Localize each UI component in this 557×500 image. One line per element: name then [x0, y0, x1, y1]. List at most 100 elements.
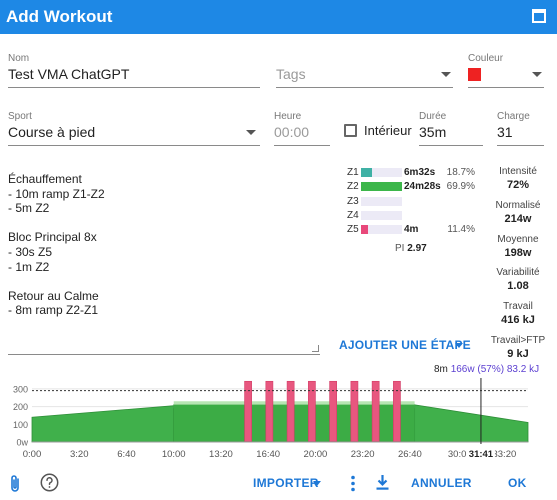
sport-underline — [8, 145, 260, 146]
description-textarea[interactable]: Échauffement - 10m ramp Z1-Z2- 5m Z2 Bloc … — [8, 172, 320, 355]
x-tick-label: 23:20 — [351, 449, 375, 460]
cancel-button[interactable]: ANNULER — [411, 476, 472, 490]
more-vert-icon[interactable] — [350, 475, 356, 492]
metric: Travail>FTP 9 kJ — [484, 335, 552, 369]
dialog-title: Add Workout — [6, 7, 113, 26]
zone-percent: 11.4% — [447, 224, 475, 236]
description-line: - 5m Z2 — [8, 201, 50, 216]
x-tick-label: 20:00 — [304, 449, 328, 460]
help-icon[interactable] — [40, 473, 59, 492]
x-tick-label: 30:0 — [448, 449, 467, 460]
metric-value: 9 kJ — [507, 347, 529, 360]
zone-track — [361, 225, 402, 235]
metric-label: Travail>FTP — [490, 334, 546, 346]
description-line: Bloc Principal 8x — [8, 230, 97, 245]
add-step-caret-icon[interactable] — [455, 343, 463, 348]
download-icon[interactable] — [375, 474, 390, 491]
color-underline — [468, 87, 544, 88]
metric-value: 1.08 — [507, 280, 529, 293]
x-tick-label: 3:20 — [70, 449, 89, 460]
tags-input[interactable]: Tags — [276, 66, 306, 82]
duration-input[interactable]: 35m — [419, 124, 447, 140]
name-label: Nom — [8, 53, 30, 64]
description-line: - 10m ramp Z1-Z2 — [8, 186, 105, 201]
zone-name: Z2 — [347, 181, 359, 193]
time-underline — [274, 145, 330, 146]
metric: Travail 416 kJ — [484, 301, 552, 335]
selection-info: 8m 166w (57%) 83.2 kJ — [434, 364, 539, 375]
tags-dropdown-icon[interactable] — [441, 72, 451, 77]
maximize-icon[interactable] — [532, 9, 546, 23]
bottom-bar: IMPORTER ANNULER OK — [0, 466, 557, 500]
metric-value: 72% — [506, 179, 530, 191]
y-tick-label: 100 — [13, 420, 28, 430]
load-label: Charge — [497, 111, 530, 122]
metric-value: 214w — [504, 212, 532, 225]
zone-name: Z4 — [347, 209, 359, 221]
title-bar: Add Workout — [0, 0, 557, 34]
load-input[interactable]: 31 — [497, 124, 513, 140]
zone-percent: 18.7% — [446, 167, 475, 178]
tags-underline — [276, 87, 453, 88]
x-tick-label: 10:00 — [162, 449, 186, 460]
pi-readout: PI 2.97 — [395, 243, 427, 254]
zone-time: 6m32s — [404, 167, 436, 178]
workout-segment — [414, 404, 529, 443]
metrics-panel: Intensité 72% Normalisé 214w Moyenne 198w Vari… — [484, 166, 552, 369]
time-input[interactable]: 00:00 — [274, 124, 310, 140]
metric: Variabilité 1.08 — [484, 267, 552, 301]
time-label: Heure — [274, 111, 302, 122]
cursor-label: 31:41 — [469, 449, 494, 460]
zone-fill — [361, 225, 368, 235]
x-tick-label: 26:40 — [398, 449, 422, 460]
sport-select[interactable]: Course à pied — [8, 124, 96, 140]
zone-name: Z5 — [347, 224, 359, 236]
indoor-checkbox[interactable] — [344, 124, 357, 137]
cursor-label-bg — [466, 448, 495, 460]
paperclip-icon[interactable] — [8, 474, 22, 494]
metric: Normalisé 214w — [484, 200, 552, 234]
workout-chart[interactable]: 0w 100 200 300 0:00 3:20 6:40 10:00 13:20 16:40 20… — [0, 376, 557, 466]
add-step-button[interactable]: AJOUTER UNE ÉTAPE — [339, 338, 471, 352]
name-input[interactable]: Test VMA ChatGPT — [8, 66, 130, 82]
zone-fill — [361, 182, 402, 192]
selection-duration: 8m — [434, 364, 448, 375]
metric-label: Variabilité — [496, 267, 540, 279]
x-tick-label: 33:20 — [492, 449, 516, 460]
zone-name: Z1 — [347, 167, 359, 178]
pi-value: 2.97 — [407, 243, 427, 254]
import-button[interactable]: IMPORTER — [253, 476, 319, 490]
metric-label: Intensité — [499, 166, 537, 177]
selection-work: 83.2 kJ — [506, 364, 540, 375]
zone-track — [361, 210, 402, 220]
metric: Moyenne 198w — [484, 234, 552, 268]
description-line: Retour au Calme — [8, 288, 99, 303]
description-line: - 1m Z2 — [8, 259, 50, 274]
zone-track — [361, 168, 402, 177]
y-tick-label: 200 — [13, 402, 28, 412]
color-dropdown-icon[interactable] — [532, 72, 542, 77]
description-line: - 30s Z5 — [8, 244, 53, 259]
import-caret-icon[interactable] — [313, 481, 321, 486]
metric-value: 198w — [504, 246, 532, 259]
indoor-label: Intérieur — [364, 123, 412, 138]
y-tick-label: 300 — [13, 384, 28, 394]
zone-fill — [361, 168, 372, 177]
duration-label: Durée — [419, 111, 447, 122]
y-tick-label: 0w — [16, 438, 28, 448]
pi-label: PI — [395, 243, 405, 254]
zone-time: 24m28s — [404, 181, 441, 193]
ok-button[interactable]: OK — [508, 476, 527, 490]
zone-name: Z3 — [347, 195, 359, 207]
sport-dropdown-icon[interactable] — [246, 130, 256, 135]
metric-label: Travail — [503, 301, 533, 313]
color-swatch[interactable] — [468, 68, 481, 81]
resize-grip-icon[interactable] — [312, 345, 319, 352]
selection-power: 166w (57%) — [450, 364, 505, 375]
description-blank-line — [8, 274, 320, 289]
name-underline — [8, 87, 260, 88]
description-line: Échauffement — [8, 172, 82, 186]
load-underline — [497, 145, 544, 146]
description-line: - 8m ramp Z2-Z1 — [8, 303, 99, 318]
color-label: Couleur — [468, 53, 504, 64]
